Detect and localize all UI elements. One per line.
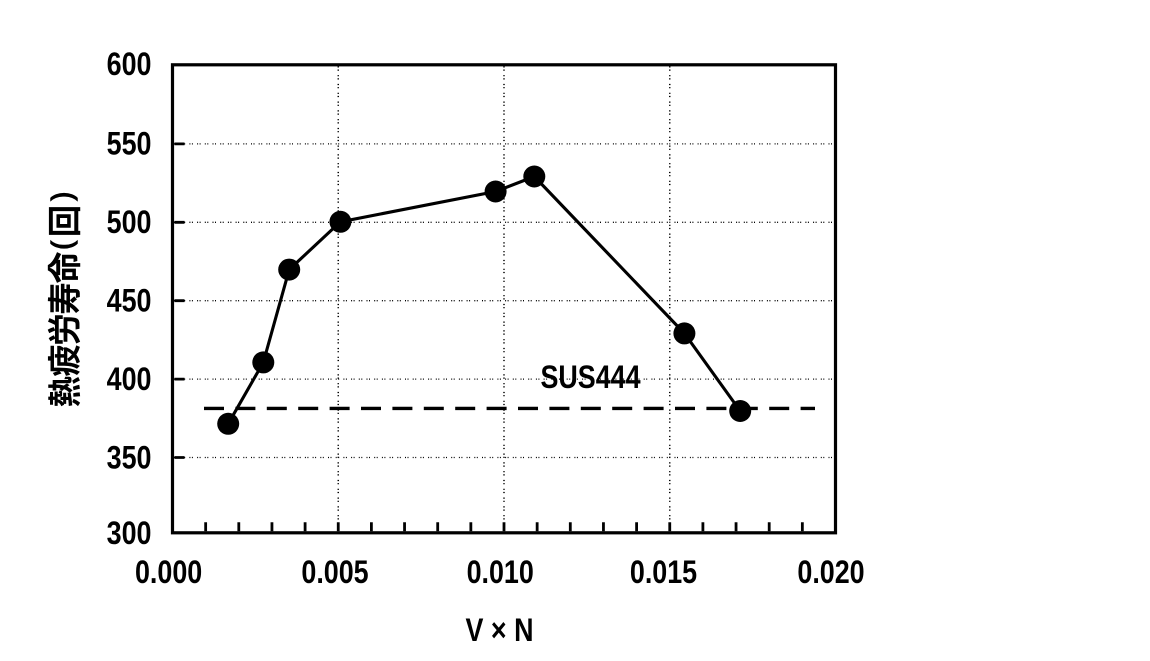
svg-text:400: 400 <box>107 362 152 398</box>
svg-text:0.015: 0.015 <box>630 555 697 591</box>
svg-text:550: 550 <box>107 127 152 163</box>
svg-text:300: 300 <box>107 516 152 552</box>
svg-text:350: 350 <box>107 440 152 476</box>
svg-text:SUS444: SUS444 <box>540 360 641 396</box>
svg-text:450: 450 <box>107 283 152 319</box>
svg-text:0.010: 0.010 <box>467 555 534 591</box>
svg-text:600: 600 <box>107 47 152 83</box>
svg-text:0.020: 0.020 <box>797 555 864 591</box>
svg-text:0.000: 0.000 <box>135 555 202 591</box>
svg-text:0.005: 0.005 <box>301 555 368 591</box>
svg-text:V × N: V × N <box>466 613 534 649</box>
svg-text:500: 500 <box>107 205 152 241</box>
